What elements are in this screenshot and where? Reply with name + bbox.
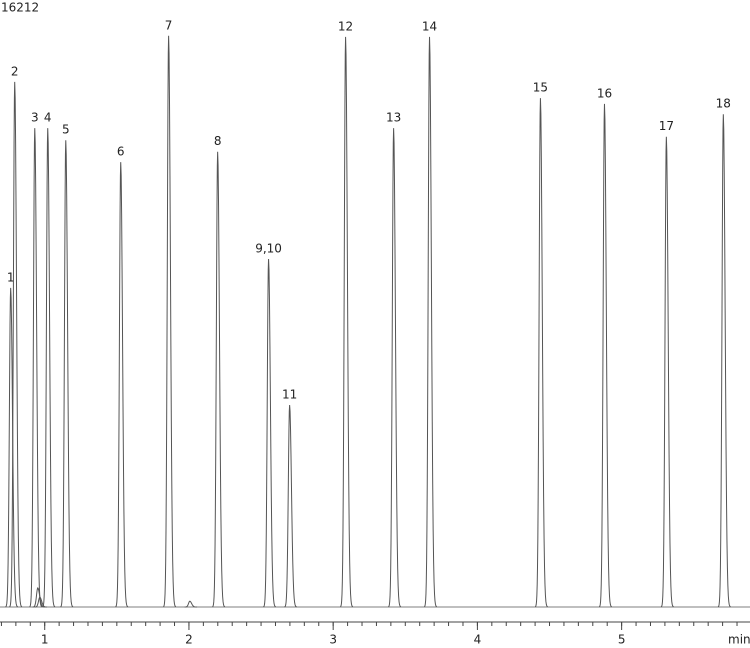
- peak-label: 7: [165, 18, 173, 32]
- peak-label: 3: [31, 111, 39, 125]
- peak: [9, 81, 23, 608]
- peak-label: 17: [659, 119, 674, 133]
- x-axis-label: min: [728, 633, 750, 647]
- x-tick-label: 5: [618, 633, 626, 647]
- peak-label: 16: [597, 86, 612, 100]
- peak-label: 6: [117, 145, 125, 159]
- peak: [717, 114, 731, 608]
- peak-label: 4: [44, 111, 52, 125]
- peak: [42, 128, 56, 608]
- peak-label: 2: [11, 64, 19, 78]
- peak: [340, 36, 354, 608]
- peak: [263, 259, 277, 608]
- peak: [423, 36, 438, 608]
- peak: [534, 98, 548, 608]
- peak: [29, 128, 43, 608]
- peak-label: 11: [282, 388, 297, 402]
- peak: [5, 287, 19, 608]
- peak-label: 5: [62, 123, 70, 137]
- peak: [60, 140, 74, 608]
- peak: [598, 103, 612, 608]
- x-tick-label: 2: [185, 633, 193, 647]
- x-tick-label: 1: [41, 633, 49, 647]
- peak-label: 1: [7, 270, 15, 284]
- peak: [34, 596, 48, 608]
- peak-label: 14: [422, 19, 437, 33]
- peak: [388, 128, 402, 608]
- peak-label: 18: [716, 97, 731, 111]
- chart-title: 16212: [1, 1, 39, 15]
- peak-label: 9,10: [255, 242, 282, 256]
- x-tick-label: 3: [329, 633, 337, 647]
- peak: [163, 35, 177, 608]
- peak: [660, 136, 674, 608]
- peak: [212, 151, 226, 608]
- peak-label: 12: [338, 19, 353, 33]
- peak-label: 8: [214, 134, 222, 148]
- peak-label: 13: [386, 111, 401, 125]
- peak: [284, 405, 297, 608]
- x-tick-label: 4: [474, 633, 482, 647]
- peak-label: 15: [533, 81, 548, 95]
- peak: [115, 162, 129, 608]
- peak: [184, 600, 198, 608]
